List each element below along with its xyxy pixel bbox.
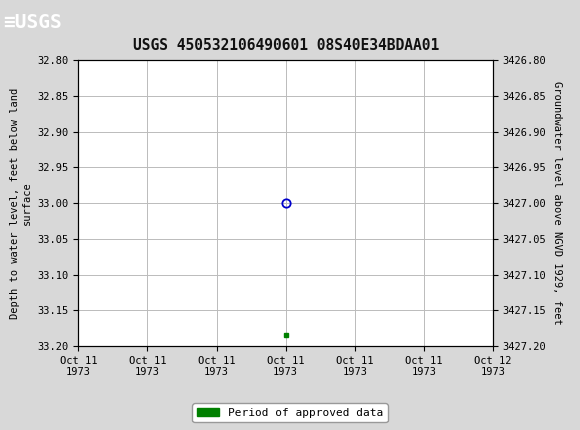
Legend: Period of approved data: Period of approved data — [193, 403, 387, 422]
Text: ≡USGS: ≡USGS — [3, 13, 61, 32]
Y-axis label: Depth to water level, feet below land
surface: Depth to water level, feet below land su… — [10, 88, 32, 319]
Y-axis label: Groundwater level above NGVD 1929, feet: Groundwater level above NGVD 1929, feet — [552, 81, 562, 325]
Title: USGS 450532106490601 08S40E34BDAA01: USGS 450532106490601 08S40E34BDAA01 — [132, 38, 439, 53]
